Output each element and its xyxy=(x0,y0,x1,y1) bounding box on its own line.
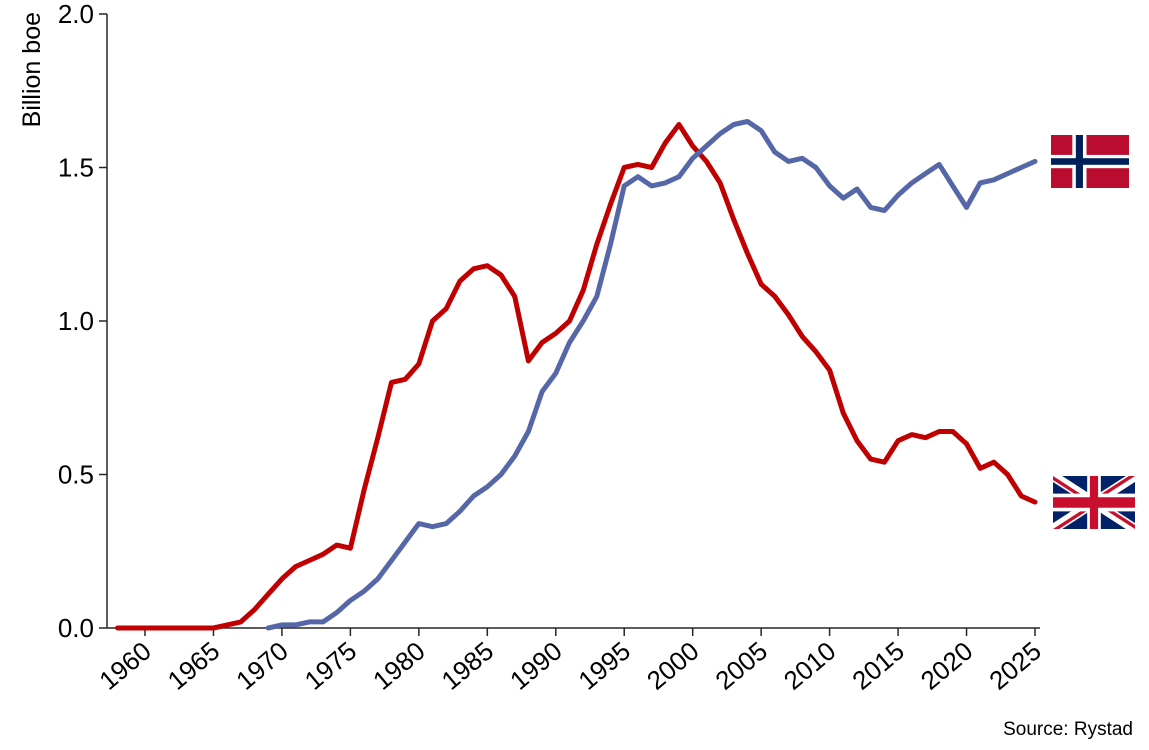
uk-flag-icon xyxy=(1051,471,1137,534)
series-line-uk xyxy=(115,122,1038,631)
x-tick-label: 1970 xyxy=(230,636,294,696)
x-tick-label: 1990 xyxy=(504,636,568,696)
y-tick-label: 0.5 xyxy=(58,460,94,490)
x-tick-label: 2010 xyxy=(778,636,842,696)
x-tick-label: 2000 xyxy=(641,636,705,696)
x-tick-label: 1960 xyxy=(93,636,157,696)
y-tick-label: 2.0 xyxy=(58,0,94,29)
series-line-norway xyxy=(265,119,1038,631)
norway-flag-icon xyxy=(1051,135,1129,188)
x-tick-label: 2005 xyxy=(709,636,773,696)
x-tick-label: 1980 xyxy=(367,636,431,696)
y-axis-title: Billion boe xyxy=(18,12,46,127)
x-tick-label: 1985 xyxy=(436,636,500,696)
source-note: Source: Rystad xyxy=(1003,719,1133,740)
x-tick-label: 1965 xyxy=(162,636,226,696)
y-tick-label: 0.0 xyxy=(58,613,94,643)
y-tick-label: 1.5 xyxy=(58,153,94,183)
x-tick-label: 2015 xyxy=(846,636,910,696)
x-tick-label: 1975 xyxy=(299,636,363,696)
x-tick-label: 1995 xyxy=(572,636,636,696)
x-tick-label: 2025 xyxy=(983,636,1047,696)
y-tick-label: 1.0 xyxy=(58,306,94,336)
x-tick-label: 2020 xyxy=(915,636,979,696)
